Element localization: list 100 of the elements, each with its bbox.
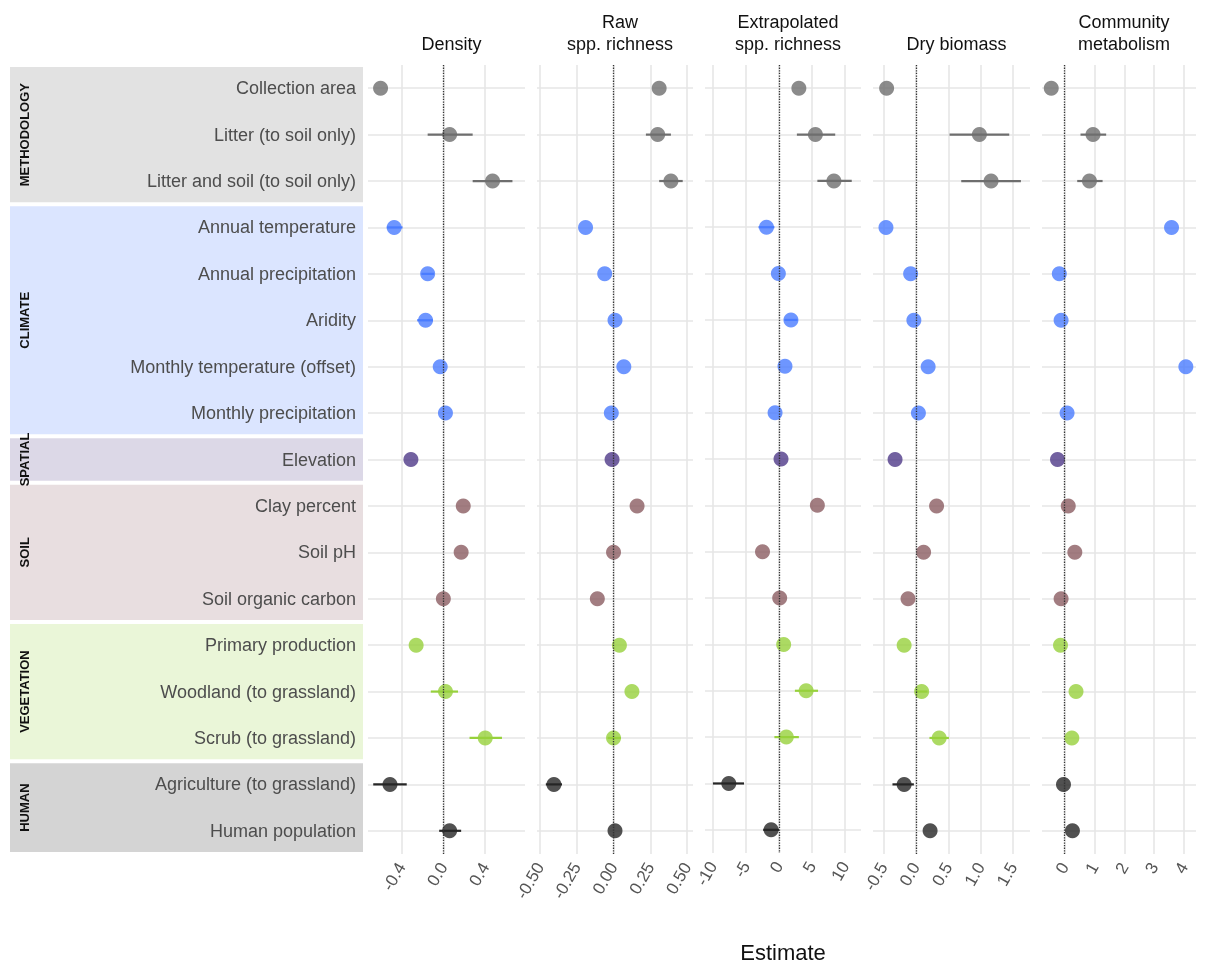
- point: [777, 358, 793, 374]
- point: [1067, 544, 1083, 560]
- point: [477, 730, 493, 746]
- y-tick-label: Clay percent: [254, 495, 356, 516]
- point: [597, 266, 613, 282]
- point: [1085, 127, 1101, 143]
- point: [770, 266, 786, 282]
- x-tick-label: 3: [1141, 859, 1163, 877]
- point: [879, 80, 895, 96]
- point: [900, 591, 916, 607]
- x-tick-label: -0.5: [860, 859, 892, 895]
- x-tick-label: -0.4: [378, 859, 410, 895]
- y-tick-label: Litter and soil (to soil only): [146, 171, 356, 192]
- point: [455, 498, 471, 514]
- point: [408, 637, 424, 653]
- point: [776, 636, 792, 652]
- point: [758, 219, 774, 235]
- point: [1064, 730, 1080, 746]
- point: [418, 312, 434, 328]
- y-tick-label: Agriculture (to grassland): [154, 774, 356, 795]
- point: [910, 405, 926, 421]
- text: CLIMATE: [16, 291, 32, 349]
- point: [607, 312, 623, 328]
- point: [929, 498, 945, 514]
- point: [721, 775, 737, 791]
- point: [807, 127, 823, 143]
- point: [922, 823, 938, 839]
- point: [606, 544, 622, 560]
- text: SPATIAL: [16, 432, 32, 487]
- x-tick-label: 0.0: [423, 859, 452, 890]
- y-tick-label: Human population: [209, 820, 356, 841]
- chart-title: Raw spp. richness: [566, 12, 674, 54]
- point: [826, 173, 842, 189]
- text: METHODOLOGY: [16, 82, 32, 187]
- point: [755, 544, 771, 560]
- x-tick-label: 2: [1111, 859, 1133, 877]
- y-tick-label: Annual precipitation: [197, 263, 356, 284]
- x-tick-label: 5: [799, 858, 821, 876]
- x-tick-label: 0.5: [928, 859, 957, 890]
- point: [437, 405, 453, 421]
- point: [1064, 823, 1080, 839]
- point: [778, 729, 794, 745]
- point: [442, 127, 458, 143]
- point: [382, 776, 398, 792]
- point: [1081, 173, 1097, 189]
- y-tick-label: Scrub (to grassland): [193, 727, 356, 748]
- point: [916, 544, 932, 560]
- point: [971, 127, 987, 143]
- point: [1051, 266, 1067, 282]
- y-tick-label: Litter (to soil only): [213, 124, 356, 145]
- y-tick-label: Monthly temperature (offset): [130, 356, 356, 377]
- y-tick-label: Collection area: [235, 78, 357, 99]
- point: [773, 451, 789, 467]
- point: [578, 219, 594, 235]
- x-tick-label: 4: [1171, 859, 1193, 877]
- point: [589, 591, 605, 607]
- point: [772, 590, 788, 606]
- point: [624, 684, 640, 700]
- point: [485, 173, 501, 189]
- text: HUMAN: [16, 783, 32, 832]
- y-tick-label: Annual temperature: [197, 217, 356, 238]
- x-tick-label: 1: [1081, 859, 1103, 877]
- point: [914, 684, 930, 700]
- x-tick-label: -10: [692, 858, 722, 890]
- point: [896, 637, 912, 653]
- point: [763, 822, 779, 838]
- point: [1068, 684, 1084, 700]
- point: [453, 544, 469, 560]
- y-tick-label: Soil pH: [297, 542, 356, 563]
- point: [798, 683, 814, 699]
- x-tick-label: 0.4: [465, 859, 494, 890]
- chart-title: Extrapolated spp. richness: [734, 12, 842, 54]
- point: [903, 266, 919, 282]
- text: SOIL: [16, 537, 32, 568]
- point: [611, 637, 627, 653]
- point: [373, 80, 389, 96]
- x-tick-label: 0.0: [895, 859, 925, 890]
- x-tick-label: 1.0: [960, 859, 989, 890]
- chart-title: Density: [421, 34, 482, 54]
- point: [442, 823, 458, 839]
- point: [920, 359, 936, 375]
- y-tick-label: Soil organic carbon: [201, 588, 356, 609]
- x-axis-title: Estimate: [740, 939, 826, 965]
- point: [1059, 405, 1075, 421]
- point: [603, 405, 619, 421]
- point: [629, 498, 645, 514]
- point: [616, 359, 632, 375]
- chart-title: Dry biomass: [906, 34, 1007, 54]
- point: [437, 684, 453, 700]
- point: [663, 173, 679, 189]
- point: [767, 405, 783, 421]
- chart-title: Community metabolism: [1077, 12, 1171, 54]
- point: [1053, 312, 1069, 328]
- point: [906, 312, 922, 328]
- point: [1060, 498, 1076, 514]
- point: [607, 823, 623, 839]
- point: [606, 730, 622, 746]
- point: [1043, 80, 1059, 96]
- point: [783, 312, 799, 328]
- y-tick-label: Woodland (to grassland): [160, 681, 356, 702]
